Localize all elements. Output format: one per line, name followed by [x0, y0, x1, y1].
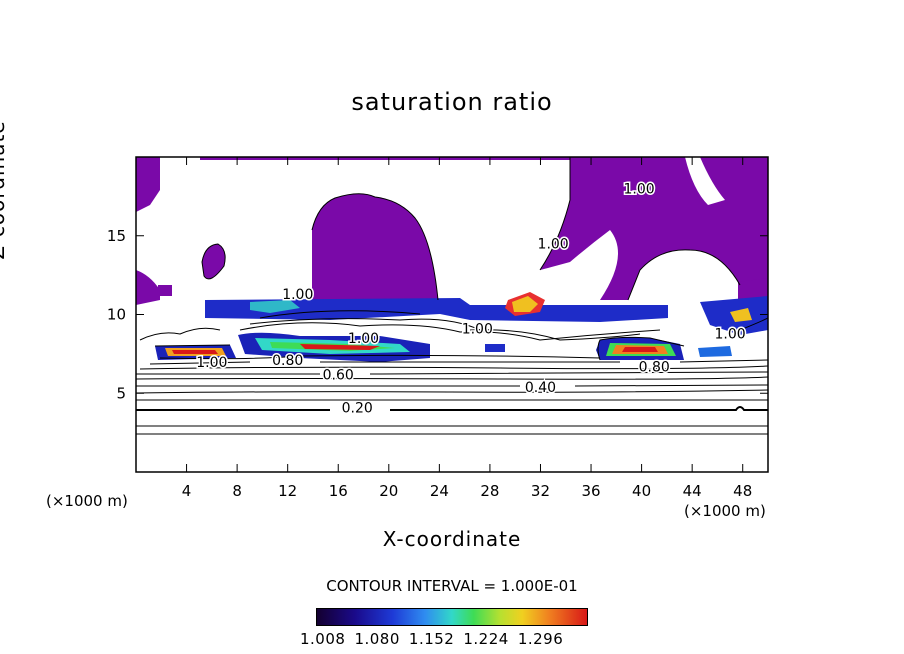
- ice-region-right-upper: [540, 157, 768, 300]
- contour-interval-text: CONTOUR INTERVAL = 1.000E-01: [326, 577, 578, 595]
- x-axis: 4 8 12 16 20 24 28 32 36 40 44 48: [182, 157, 752, 500]
- colorbar-tick: 1.080: [354, 630, 400, 648]
- colorbar-tick: 1.008: [300, 630, 346, 648]
- contour-lines: [136, 157, 768, 435]
- y-tick-label: 15: [107, 227, 126, 245]
- cloud-band-upper-green: [250, 300, 300, 313]
- x-tick-label: 36: [581, 482, 600, 500]
- colorbar: [316, 608, 588, 626]
- contour-label: 1.00: [348, 331, 379, 347]
- x-axis-unit: (×1000 m): [684, 502, 766, 520]
- colorbar-tick: 1.152: [408, 630, 455, 648]
- x-tick-label: 24: [430, 482, 449, 500]
- cloud-band-upper-orange: [512, 296, 538, 312]
- contour-label: 0.20: [342, 400, 373, 416]
- contour-label: 1.00: [714, 326, 745, 342]
- cloud-band-left-red: [172, 350, 218, 354]
- cloud-patch-right-small: [698, 346, 732, 357]
- contour-label: 0.80: [639, 359, 670, 375]
- x-tick-label: 20: [379, 482, 398, 500]
- contour-label: 0.80: [272, 353, 303, 369]
- x-tick-label: 40: [632, 482, 651, 500]
- chart-title: saturation ratio: [351, 88, 553, 116]
- contour-label: 1.00: [196, 355, 227, 371]
- contour-label: 0.40: [525, 380, 556, 396]
- contour-label: 1.00: [623, 182, 654, 198]
- x-tick-label: 16: [329, 482, 348, 500]
- colorbar-tick-labels: 1.008 1.080 1.152 1.224 1.296: [300, 630, 572, 648]
- ice-region-left-patch: [158, 285, 172, 296]
- x-tick-label: 4: [182, 482, 192, 500]
- contour-label: 1.00: [282, 287, 313, 303]
- y-tick-label: 5: [116, 384, 126, 402]
- y-tick-label: 10: [107, 306, 126, 324]
- x-tick-label: 44: [683, 482, 702, 500]
- cloud-patch-center-small: [485, 344, 505, 352]
- ice-region-left-edge: [136, 270, 160, 305]
- y-axis: 5 10 15: [107, 227, 768, 402]
- contour-labels: 0.20 0.40 0.60 0.80 0.80 1.00 1.00 1.00 1.00 1.00…: [195, 180, 747, 418]
- x-tick-label: 8: [232, 482, 242, 500]
- contour-label: 0.60: [323, 367, 354, 383]
- contour-label: 1.00: [538, 237, 569, 253]
- ice-region-center: [312, 193, 438, 300]
- colorbar-tick: 1.296: [517, 630, 564, 648]
- x-axis-label: X-coordinate: [382, 527, 522, 551]
- ice-region-right-notch: [685, 157, 725, 205]
- y-axis-unit: (×1000 m): [46, 492, 128, 510]
- cloud-band-upper-blue: [205, 298, 668, 322]
- colorbar-tick: 1.224: [463, 630, 509, 648]
- y-axis-label: Z-coordinate: [0, 120, 9, 260]
- x-tick-label: 28: [480, 482, 499, 500]
- field-layer: [136, 157, 768, 435]
- x-tick-label: 12: [278, 482, 297, 500]
- cloud-band-right-mid-red: [622, 347, 658, 352]
- cloud-band-right-core: [730, 308, 752, 322]
- x-tick-label: 48: [733, 482, 752, 500]
- ice-region-left-small: [202, 244, 226, 279]
- cloud-band-mid-red: [300, 344, 380, 350]
- ice-region-left: [136, 157, 160, 212]
- contour-label: 1.00: [462, 322, 493, 338]
- x-tick-label: 32: [531, 482, 550, 500]
